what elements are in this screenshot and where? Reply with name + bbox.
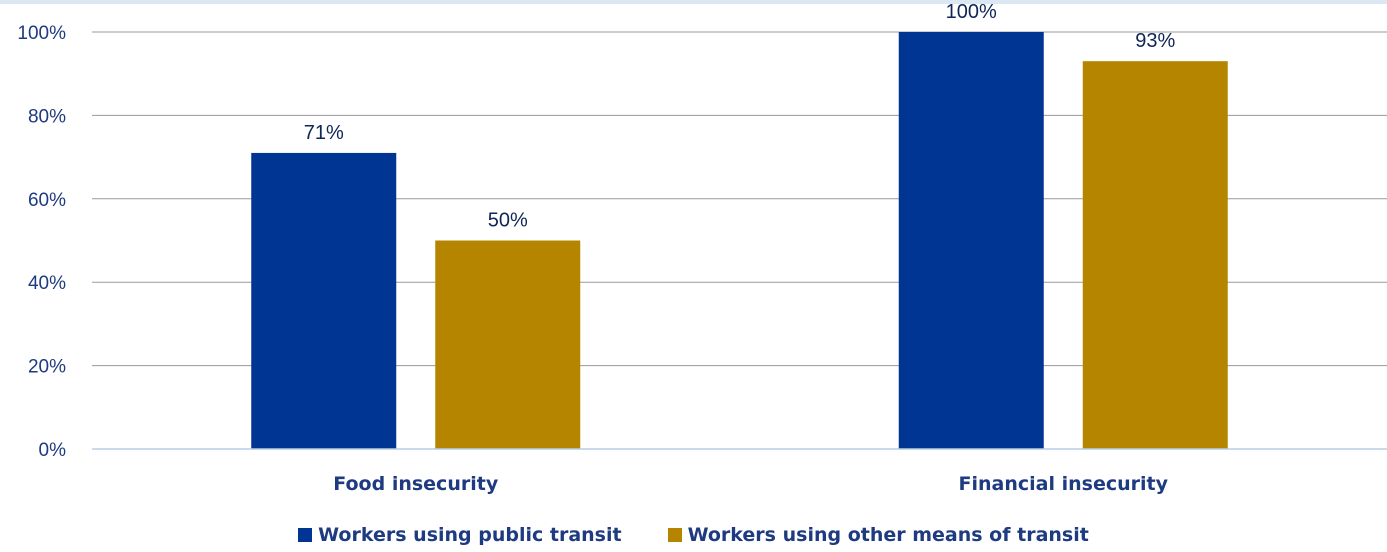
bar [435,240,581,449]
data-label: 50% [488,210,528,232]
legend-swatch-public-transit [298,528,313,542]
y-tick-label: 60% [28,190,66,211]
y-tick-label: 80% [28,106,66,127]
data-label: 100% [946,1,997,23]
legend-swatch-other-transit [667,528,682,542]
bar [1082,61,1228,449]
legend-item-public-transit: Workers using public transit [298,524,622,546]
y-tick-label: 100% [17,23,66,44]
legend: Workers using public transit Workers usi… [0,524,1387,546]
top-rule [0,0,1387,4]
bar [898,32,1044,449]
category-label: Food insecurity [333,473,499,495]
y-tick-label: 20% [28,357,66,378]
data-label: 71% [304,122,344,144]
bar [251,152,397,449]
category-label: Financial insecurity [959,473,1169,495]
legend-label-public-transit: Workers using public transit [318,524,622,546]
legend-item-other-transit: Workers using other means of transit [667,524,1089,546]
y-tick-label: 40% [28,273,66,294]
y-tick-label: 0% [39,440,67,461]
data-label: 93% [1135,30,1175,52]
legend-label-other-transit: Workers using other means of transit [687,524,1089,546]
